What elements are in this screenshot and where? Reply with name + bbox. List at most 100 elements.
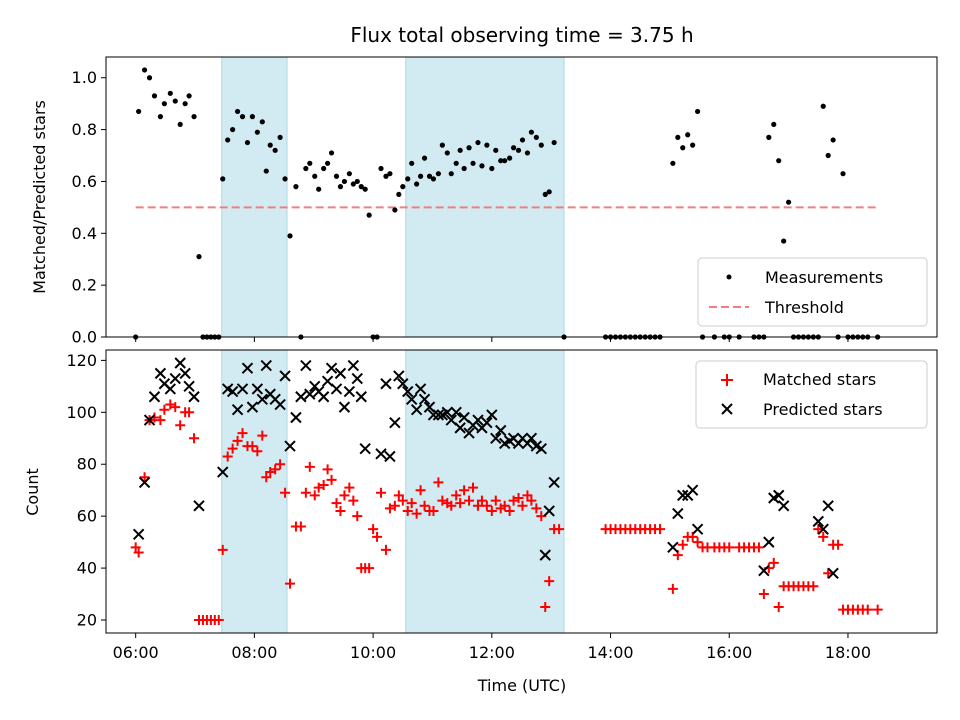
predicted-star-point: [290, 411, 302, 424]
measurement-point: [430, 176, 437, 182]
matched-star-point: [768, 557, 779, 568]
measurement-point: [239, 114, 246, 120]
measurement-point: [263, 168, 269, 174]
chart-title: Flux total observing time = 3.75 h: [350, 23, 693, 47]
matched-star-point: [237, 428, 248, 439]
measurement-point: [350, 181, 356, 187]
matched-star-point: [459, 485, 470, 496]
measurement-point: [151, 93, 158, 99]
matched-star-point: [295, 521, 306, 532]
measurement-point: [694, 108, 701, 115]
measurement-point: [840, 171, 846, 177]
matched-star-point: [464, 495, 475, 506]
measurement-point: [312, 173, 318, 179]
bottom-x-ticks: 06:00 08:00 10:00 12:00 14:00 16:00 18:00: [113, 633, 871, 662]
measurement-point: [409, 160, 415, 166]
predicted-star-point: [279, 370, 291, 382]
predicted-star-point: [260, 359, 272, 372]
predicted-star-point: [300, 359, 312, 372]
predicted-star-point: [773, 489, 785, 502]
measurement-point: [690, 142, 696, 148]
x-tick-label: 10:00: [350, 643, 396, 662]
predicted-star-point: [251, 383, 264, 395]
predicted-star-point: [543, 505, 555, 517]
matched-star-point: [247, 441, 258, 452]
matched-star-point: [309, 490, 320, 501]
measurement-point: [325, 160, 331, 166]
measurement-point: [426, 173, 433, 179]
predicted-star-point: [397, 378, 409, 390]
measurement-point: [466, 145, 472, 151]
y-tick-label: 0.6: [72, 172, 97, 191]
matched-star-point: [472, 500, 483, 511]
predicted-star-point: [539, 549, 551, 561]
predicted-star-point: [763, 536, 775, 548]
measurement-point: [182, 101, 188, 107]
measurement-point: [303, 165, 309, 172]
predicted-star-point: [445, 414, 457, 426]
measurement-point: [776, 158, 782, 164]
matched-star-point: [232, 435, 243, 446]
matched-star-point: [285, 578, 296, 589]
measurement-point: [453, 160, 459, 166]
matched-star-point: [808, 581, 819, 592]
measurement-point: [519, 137, 526, 143]
predicted-star-point: [454, 422, 466, 434]
top-y-ticks: 0.0 0.2 0.4 0.6 0.8 1.0: [72, 68, 106, 347]
matched-star-point: [159, 404, 170, 415]
matched-star-point: [504, 505, 515, 516]
measurement-point: [533, 134, 539, 140]
predicted-star-point: [667, 541, 679, 554]
measurement-point: [366, 212, 372, 218]
predicted-star-point: [256, 393, 269, 406]
predicted-star-point: [393, 370, 405, 382]
matched-star-point: [389, 500, 400, 511]
measurement-point: [172, 98, 178, 104]
matched-star-point: [753, 542, 764, 553]
predicted-star-point: [450, 406, 462, 419]
matched-star-point: [468, 482, 479, 493]
y-tick-label: 60: [77, 507, 97, 526]
measurement-point: [484, 142, 490, 148]
matched-star-point: [331, 498, 342, 509]
matched-star-point: [481, 500, 492, 511]
matched-star-point: [348, 495, 359, 506]
matched-star-point: [531, 503, 542, 514]
matched-star-point: [451, 490, 462, 501]
measurement-point: [230, 126, 236, 133]
measurement-point: [786, 199, 792, 205]
measurement-point: [479, 163, 485, 169]
measurement-point: [177, 121, 183, 128]
measurement-point: [417, 173, 424, 179]
legend-matched-label: Matched stars: [763, 370, 876, 389]
matched-star-point: [304, 461, 315, 472]
matched-star-point: [170, 402, 181, 413]
predicted-star-point: [686, 484, 699, 496]
legend-matched-marker: [721, 374, 733, 386]
y-tick-label: 120: [66, 351, 97, 370]
matched-star-point: [364, 563, 375, 574]
matched-star-point: [397, 495, 408, 506]
matched-star-point: [368, 524, 379, 535]
measurement-point: [498, 158, 504, 164]
x-tick-label: 16:00: [706, 643, 752, 662]
predicted-star-point: [691, 523, 704, 535]
measurement-point: [444, 150, 450, 156]
measurement-point: [272, 147, 278, 153]
matched-star-point: [326, 474, 337, 485]
measurement-point: [316, 186, 322, 192]
top-panel: 0.0 0.2 0.4 0.6 0.8 1.0 Matched/Predicted sta…: [30, 56, 938, 347]
measurement-point: [405, 176, 411, 182]
y-tick-label: 0.2: [72, 276, 97, 295]
predicted-star-points: [132, 357, 839, 579]
legend-threshold-label: Threshold: [764, 298, 844, 317]
measurement-point: [820, 103, 826, 109]
predicted-star-point: [148, 391, 161, 403]
measurement-point: [414, 181, 420, 187]
predicted-star-point: [402, 385, 414, 398]
matched-star-point: [813, 524, 824, 535]
predicted-star-point: [343, 385, 356, 398]
x-tick-label: 08:00: [231, 643, 277, 662]
measurement-point: [766, 134, 772, 140]
predicted-star-point: [677, 489, 689, 502]
